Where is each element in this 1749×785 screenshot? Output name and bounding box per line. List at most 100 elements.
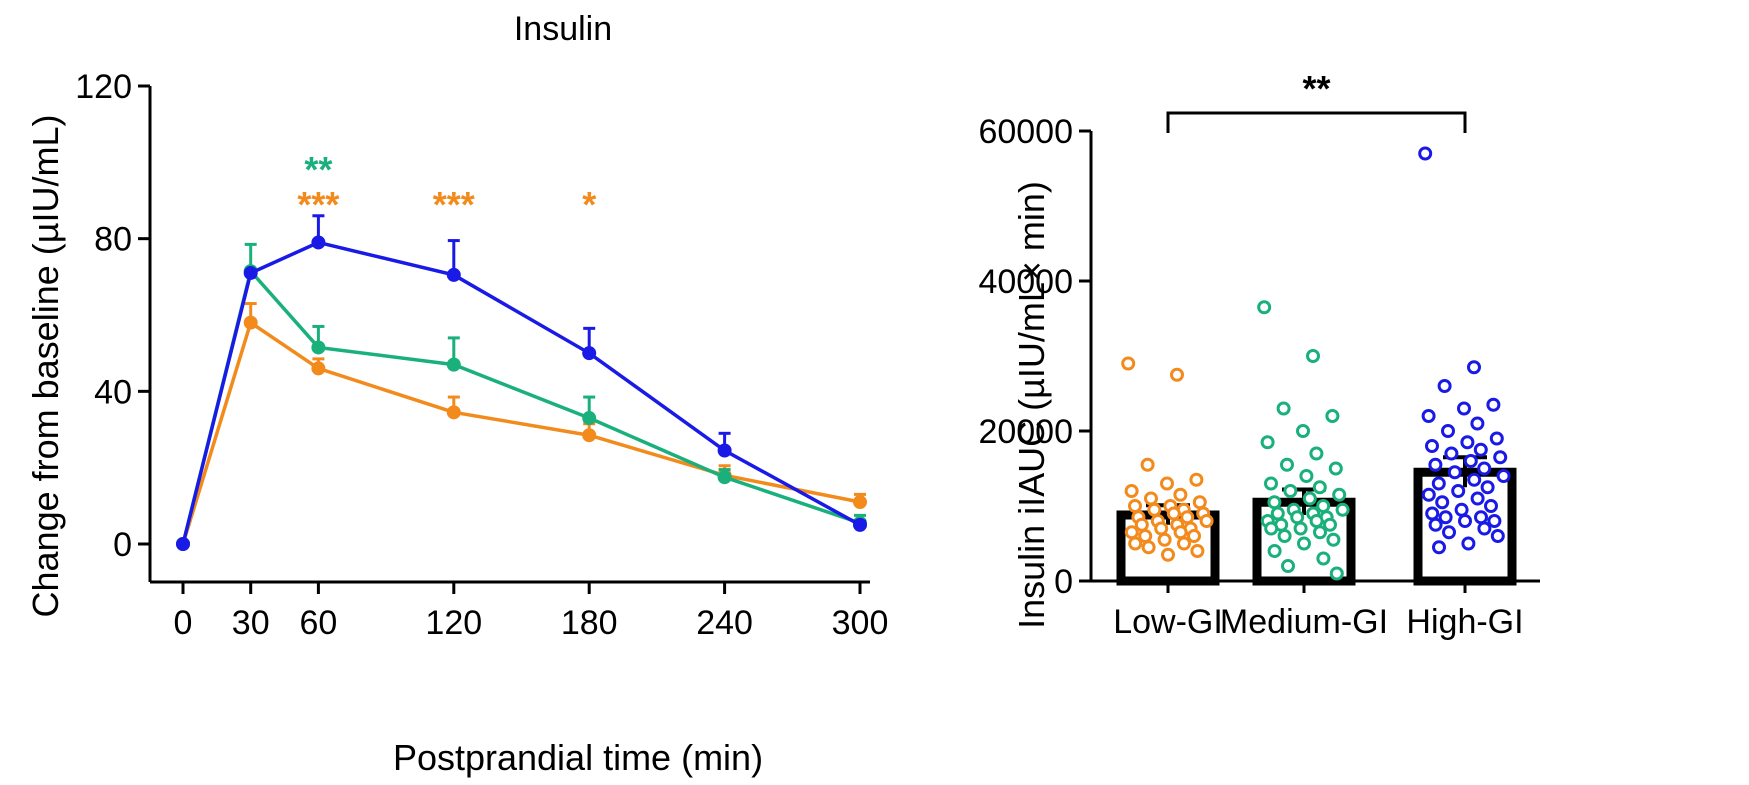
individual-point — [1141, 540, 1156, 555]
data-point — [311, 235, 326, 250]
individual-point — [1461, 536, 1476, 551]
line-chart-y-axis-title: Change from baseline (µIU/mL) — [25, 115, 66, 618]
individual-point — [1297, 536, 1311, 551]
individual-point — [1460, 435, 1475, 450]
line-chart-x-tick-label: 180 — [561, 604, 618, 642]
individual-point — [1257, 300, 1272, 315]
individual-point — [1267, 544, 1282, 558]
individual-point — [1470, 416, 1485, 431]
individual-point — [1173, 487, 1188, 502]
data-point — [582, 346, 597, 361]
individual-point — [1280, 457, 1294, 472]
individual-point — [1124, 525, 1139, 540]
line-series-medium-gi — [176, 242, 867, 551]
line-chart-axes: 0 40 80 120 0 30 60 120 180 240 300 — [75, 68, 888, 642]
individual-point — [1128, 499, 1142, 513]
individual-point — [1447, 465, 1462, 480]
bar-group-high-gi — [1413, 146, 1517, 586]
series-line — [181, 240, 861, 545]
data-point — [446, 357, 461, 372]
individual-point — [1260, 435, 1275, 450]
individual-point — [1470, 491, 1485, 506]
data-point — [176, 537, 190, 551]
bar-chart-y-tick-label: 0 — [1054, 563, 1073, 601]
individual-point — [1180, 510, 1195, 525]
individual-point — [1306, 349, 1320, 363]
individual-point — [1192, 495, 1207, 510]
individual-point — [1309, 514, 1324, 528]
bar-chart-y-tick-label: 40000 — [978, 263, 1073, 301]
data-point — [311, 340, 326, 355]
line-chart-x-tick-label: 300 — [832, 604, 889, 642]
individual-point — [1140, 457, 1155, 472]
individual-point — [1293, 521, 1308, 536]
individual-point — [1264, 476, 1278, 491]
data-point — [717, 470, 732, 485]
line-chart-y-tick-label: 120 — [75, 68, 132, 106]
individual-point — [1313, 525, 1327, 540]
data-point — [446, 267, 461, 282]
data-point — [582, 411, 597, 426]
line-chart-x-tick-label: 240 — [696, 604, 753, 642]
significance-stars: ** — [1302, 68, 1330, 109]
line-chart-y-tick-label: 0 — [113, 526, 132, 564]
individual-point — [1496, 469, 1511, 483]
individual-point — [1467, 472, 1482, 487]
individual-point — [1312, 480, 1327, 495]
individual-point — [1290, 510, 1305, 525]
bar-chart-x-tick-label: Medium-GI — [1220, 603, 1388, 641]
individual-point — [1134, 517, 1149, 532]
individual-point — [1477, 521, 1492, 536]
individual-point — [1484, 499, 1498, 513]
individual-point — [1332, 487, 1347, 502]
individual-point — [1451, 484, 1466, 498]
individual-point — [1309, 446, 1324, 461]
individual-point — [1281, 559, 1295, 573]
individual-point — [1161, 547, 1175, 562]
individual-point — [1493, 450, 1508, 465]
individual-point — [1276, 401, 1291, 416]
line-chart-x-tick-label: 120 — [425, 604, 482, 642]
individual-point — [1267, 495, 1282, 510]
individual-point — [1138, 529, 1153, 543]
bar-chart-y-axis-title: Insulin iIAUC (µIU/mL× min) — [1011, 181, 1052, 629]
individual-point — [1299, 469, 1314, 483]
line-chart-y-tick-label: 80 — [94, 221, 132, 259]
individual-point — [1457, 401, 1471, 416]
significance-stars: ** — [304, 149, 332, 190]
individual-point — [1454, 502, 1469, 517]
individual-point — [1302, 491, 1317, 506]
data-point — [582, 428, 597, 443]
line-chart-x-axis-title: Postprandial time (min) — [393, 737, 763, 778]
individual-point — [1325, 409, 1340, 423]
individual-point — [1187, 529, 1201, 543]
individual-point — [1328, 461, 1343, 476]
significance-stars: *** — [433, 184, 475, 225]
individual-point — [1316, 499, 1331, 513]
individual-point — [1444, 446, 1459, 461]
individual-point — [1418, 146, 1433, 161]
individual-point — [1463, 454, 1478, 468]
individual-point — [1154, 521, 1169, 536]
significance-stars: *** — [297, 184, 339, 225]
line-chart-marks: ***** *** * — [176, 149, 867, 551]
bar-chart-y-tick-label: 60000 — [978, 113, 1073, 151]
individual-point — [1432, 540, 1446, 555]
individual-point — [1431, 476, 1446, 491]
data-point — [311, 361, 326, 376]
individual-point — [1473, 442, 1488, 457]
bar-chart-marks: ** — [1116, 68, 1517, 586]
significance-bracket — [1166, 111, 1467, 133]
individual-point — [1335, 502, 1350, 517]
line-series-low-gi — [176, 302, 867, 551]
individual-point — [1177, 536, 1191, 551]
line-chart-x-tick-label: 60 — [299, 604, 337, 642]
individual-point — [1147, 502, 1162, 517]
individual-point — [1428, 517, 1443, 532]
line-chart-y-tick-label: 40 — [94, 373, 132, 411]
individual-point — [1166, 506, 1181, 521]
significance-stars: * — [582, 184, 596, 225]
individual-point — [1477, 461, 1492, 476]
